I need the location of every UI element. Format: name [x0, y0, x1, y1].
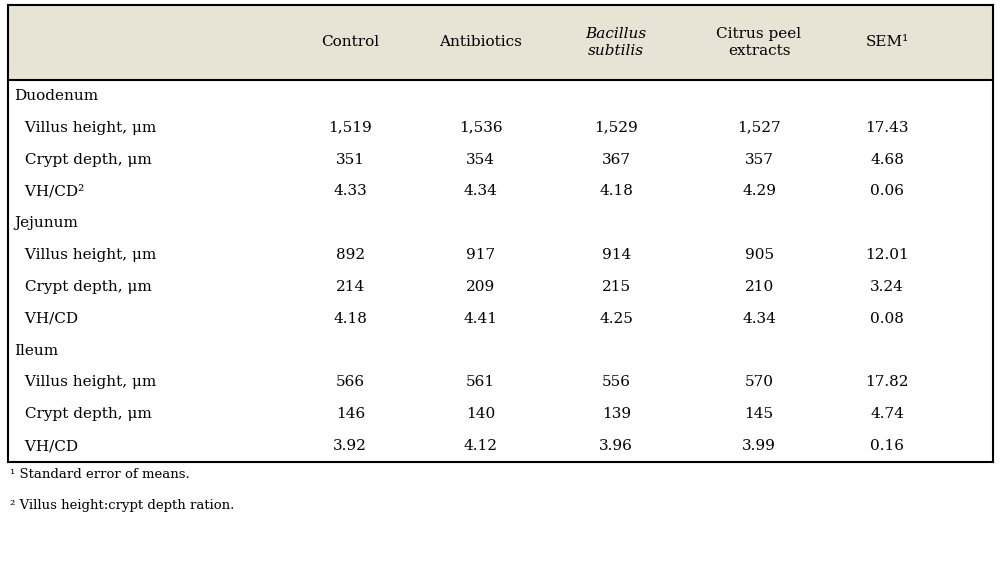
Text: Jejunum: Jejunum	[14, 216, 78, 230]
Text: Villus height, μm: Villus height, μm	[20, 248, 156, 262]
Text: 4.68: 4.68	[870, 153, 904, 167]
Text: 215: 215	[602, 280, 631, 294]
Bar	[8, 80, 993, 462]
Text: 354: 354	[466, 153, 495, 167]
Text: 570: 570	[745, 375, 774, 390]
Text: Citrus peel
extracts: Citrus peel extracts	[717, 27, 802, 58]
Text: 209: 209	[466, 280, 495, 294]
Text: 3.96: 3.96	[600, 439, 634, 453]
Text: Control: Control	[321, 35, 379, 49]
Text: 4.41: 4.41	[463, 312, 497, 326]
Text: Villus height, μm: Villus height, μm	[20, 121, 156, 135]
Text: 0.06: 0.06	[870, 185, 904, 199]
Text: 561: 561	[466, 375, 495, 390]
Text: 12.01: 12.01	[865, 248, 909, 262]
Text: 892: 892	[335, 248, 364, 262]
Text: 3.92: 3.92	[333, 439, 367, 453]
Text: 17.43: 17.43	[865, 121, 909, 135]
Text: 3.99: 3.99	[742, 439, 776, 453]
Text: 914: 914	[602, 248, 631, 262]
Text: 4.12: 4.12	[463, 439, 497, 453]
Text: 4.18: 4.18	[600, 185, 634, 199]
Text: 17.82: 17.82	[865, 375, 909, 390]
Text: 146: 146	[335, 407, 365, 422]
Text: 556: 556	[602, 375, 631, 390]
Text: 1,519: 1,519	[328, 121, 372, 135]
Text: ² Villus height:crypt depth ration.: ² Villus height:crypt depth ration.	[10, 499, 234, 511]
Text: 214: 214	[335, 280, 365, 294]
Bar	[8, 5, 993, 80]
Text: 210: 210	[745, 280, 774, 294]
Text: 4.18: 4.18	[333, 312, 367, 326]
Text: SEM¹: SEM¹	[866, 35, 909, 49]
Text: 4.29: 4.29	[742, 185, 776, 199]
Text: Duodenum: Duodenum	[14, 89, 98, 103]
Text: 357: 357	[745, 153, 774, 167]
Text: 1,536: 1,536	[459, 121, 503, 135]
Text: 3.24: 3.24	[870, 280, 904, 294]
Text: 4.74: 4.74	[870, 407, 904, 422]
Text: 4.25: 4.25	[600, 312, 634, 326]
Text: Crypt depth, μm: Crypt depth, μm	[20, 407, 152, 422]
Text: Villus height, μm: Villus height, μm	[20, 375, 156, 390]
Text: Antibiotics: Antibiotics	[439, 35, 523, 49]
Text: 145: 145	[745, 407, 774, 422]
Text: ¹ Standard error of means.: ¹ Standard error of means.	[10, 468, 190, 482]
Text: 566: 566	[335, 375, 364, 390]
Text: Ileum: Ileum	[14, 343, 58, 358]
Text: 139: 139	[602, 407, 631, 422]
Text: 351: 351	[335, 153, 364, 167]
Text: 4.34: 4.34	[463, 185, 497, 199]
Text: Crypt depth, μm: Crypt depth, μm	[20, 280, 152, 294]
Text: 1,529: 1,529	[595, 121, 638, 135]
Text: 0.16: 0.16	[870, 439, 904, 453]
Text: 905: 905	[745, 248, 774, 262]
Text: Crypt depth, μm: Crypt depth, μm	[20, 153, 152, 167]
Text: VH/CD²: VH/CD²	[20, 185, 84, 199]
Text: VH/CD: VH/CD	[20, 439, 78, 453]
Text: 140: 140	[466, 407, 495, 422]
Text: 917: 917	[466, 248, 495, 262]
Text: VH/CD: VH/CD	[20, 312, 78, 326]
Text: 367: 367	[602, 153, 631, 167]
Text: Bacillus
subtilis: Bacillus subtilis	[586, 27, 647, 58]
Text: 4.33: 4.33	[333, 185, 367, 199]
Text: 0.08: 0.08	[870, 312, 904, 326]
Text: 1,527: 1,527	[738, 121, 781, 135]
Text: 4.34: 4.34	[742, 312, 776, 326]
